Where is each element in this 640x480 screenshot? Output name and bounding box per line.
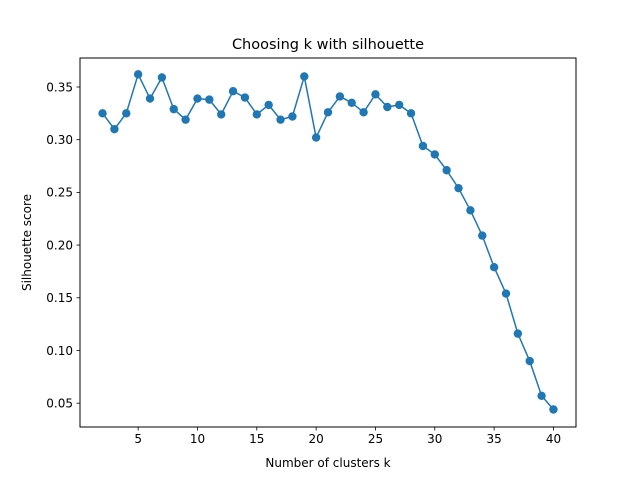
x-tick-label: 20 [308, 432, 323, 446]
x-tick-label: 35 [486, 432, 501, 446]
data-point [240, 93, 250, 102]
chart-title: Choosing k with silhouette [232, 37, 424, 53]
data-point [181, 115, 190, 124]
x-tick-label: 10 [190, 432, 205, 446]
data-point [418, 141, 428, 151]
y-axis-label: Silhouette score [20, 194, 34, 291]
x-tick-label: 30 [427, 432, 442, 446]
data-point [383, 102, 392, 112]
data-point [122, 109, 131, 118]
data-point [169, 104, 178, 114]
data-point [252, 110, 262, 119]
data-point [217, 110, 226, 119]
data-point [489, 263, 499, 272]
data-point [537, 391, 546, 401]
data-point [157, 73, 167, 82]
x-tick-label: 40 [546, 432, 561, 446]
data-point [406, 109, 416, 118]
data-point [98, 109, 107, 118]
data-point [442, 166, 451, 175]
data-point [145, 94, 155, 103]
data-point [430, 150, 439, 159]
axes-frame [79, 57, 577, 428]
data-point [335, 92, 345, 101]
x-tick-label: 5 [134, 432, 142, 446]
y-tick-label: 0.05 [46, 396, 73, 410]
data-point [371, 90, 380, 99]
x-axis-ticks: 5 10 15 20 25 30 35 40 [134, 427, 561, 446]
data-point [288, 112, 297, 121]
data-point [347, 98, 356, 107]
x-tick-label: 15 [249, 432, 264, 446]
y-tick-label: 0.15 [46, 291, 73, 305]
y-tick-label: 0.30 [46, 133, 73, 147]
data-point [264, 100, 273, 110]
data-point [549, 405, 558, 414]
y-tick-label: 0.10 [46, 344, 73, 358]
data-point [525, 356, 534, 366]
x-axis-label: Number of clusters k [265, 456, 390, 470]
data-point [311, 133, 321, 142]
y-tick-label: 0.25 [46, 186, 73, 200]
data-point [228, 87, 238, 96]
data-point [501, 289, 511, 298]
data-point [276, 115, 285, 124]
data-point [133, 70, 143, 79]
plot-layer [98, 70, 558, 414]
x-tick-label: 25 [368, 432, 383, 446]
y-tick-label: 0.35 [46, 80, 73, 94]
data-point [513, 329, 523, 338]
data-point [110, 124, 119, 134]
data-point [394, 100, 404, 110]
data-point [359, 108, 368, 117]
data-point [323, 108, 333, 117]
data-point [454, 183, 463, 193]
y-axis-ticks: 0.05 0.10 0.15 0.20 0.25 0.30 0.35 [46, 80, 80, 410]
data-point [478, 231, 487, 240]
data-point [300, 72, 309, 81]
y-tick-label: 0.20 [46, 238, 73, 252]
data-point [205, 95, 214, 104]
data-point [466, 206, 475, 215]
data-point [193, 94, 202, 103]
